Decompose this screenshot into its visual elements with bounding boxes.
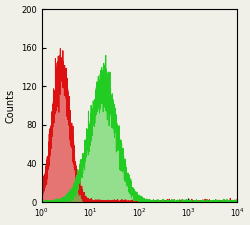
Y-axis label: Counts: Counts — [6, 89, 16, 123]
